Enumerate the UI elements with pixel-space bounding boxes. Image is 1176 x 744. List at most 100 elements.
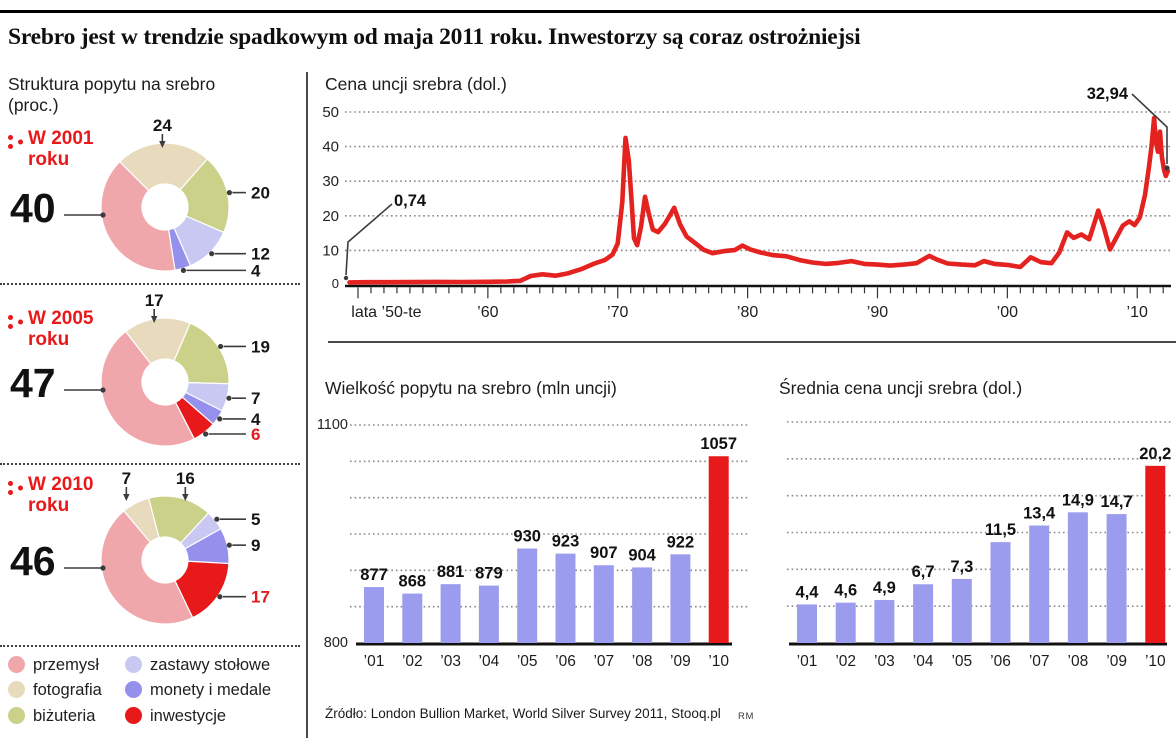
donut-value-label: 6 [251, 425, 260, 444]
bar-category-label: ’01 [797, 653, 818, 670]
donut-value-label: 20 [251, 184, 270, 203]
bar-value-label: 868 [399, 573, 427, 591]
svg-text:1100: 1100 [317, 417, 348, 433]
donut-big-value: 40 [10, 185, 56, 231]
svg-text:30: 30 [322, 173, 339, 190]
red-dots-icon [8, 481, 13, 486]
donut-value-label: 7 [122, 469, 131, 488]
horizontal-divider [328, 341, 1176, 343]
arrowhead-icon [123, 494, 130, 501]
bar-value-label: 881 [437, 563, 465, 581]
bar-value-label: 4,9 [873, 579, 896, 597]
leader-dot [203, 431, 209, 437]
leader-dot [100, 387, 106, 393]
donut-chart-2010: 7 16 5 9 17 46 [10, 469, 270, 625]
period-label-2010: W 2010 roku [6, 474, 93, 517]
heading-line-2: (proc.) [8, 95, 59, 116]
arrowhead-icon [159, 141, 166, 148]
leader-dot [214, 516, 220, 522]
leader-dot [226, 395, 232, 401]
leader-dot [209, 251, 215, 257]
legend-swatch [8, 707, 25, 724]
bar-’09 [1106, 514, 1127, 643]
bar-value-label: 930 [513, 528, 541, 546]
red-dots-icon [8, 135, 13, 140]
bar-value-label: 904 [628, 546, 656, 564]
bar-category-label: ’10 [1145, 653, 1166, 670]
dotted-divider [0, 283, 300, 285]
bar-value-label: 922 [667, 533, 695, 551]
bar-category-label: ’03 [874, 653, 895, 670]
arrowhead-icon [182, 494, 189, 501]
callout-leader [1131, 93, 1168, 164]
bar-value-label: 4,4 [796, 583, 820, 601]
bar-value-label: 6,7 [912, 563, 935, 581]
donut-big-value: 47 [10, 360, 56, 406]
donut-value-label: 7 [251, 389, 260, 408]
donut-value-label: 9 [251, 536, 260, 555]
svg-text:20: 20 [322, 208, 339, 225]
leader-dot [100, 565, 106, 571]
donut-value-label: 24 [153, 116, 172, 135]
leader-dot [100, 212, 106, 218]
bar-category-label: ’06 [990, 653, 1011, 670]
bar-’10 [1145, 465, 1166, 643]
bar-category-label: ’02 [835, 653, 856, 670]
page-title: Srebro jest w trendzie spadkowym od maja… [8, 24, 861, 50]
bar-category-label: ’10 [708, 653, 729, 670]
leader-dot [217, 416, 223, 422]
bar-category-label: ’09 [670, 653, 691, 670]
source-note: Źródło: London Bullion Market, World Sil… [325, 706, 721, 721]
bar-category-label: ’04 [913, 653, 934, 670]
callout-start-label: 0,74 [394, 192, 427, 210]
svg-text:’70: ’70 [607, 304, 628, 321]
legend-swatch [125, 681, 142, 698]
bar-category-label: ’07 [593, 653, 614, 670]
leader-dot [226, 190, 233, 196]
bar-’08 [1067, 512, 1088, 643]
bar-value-label: 923 [552, 533, 580, 551]
heading-line-1: Struktura popytu na srebro [8, 74, 216, 94]
leader-dot [218, 343, 224, 350]
bar-’05 [951, 578, 972, 643]
callout-leader [345, 203, 393, 276]
dotted-divider [0, 645, 300, 647]
bar-value-label: 877 [360, 566, 388, 584]
svg-text:50: 50 [322, 104, 339, 121]
callout-dot [1164, 165, 1170, 171]
callout-end-label: 32,94 [1087, 85, 1129, 103]
bar-value-label: 20,2 [1139, 445, 1171, 463]
bar-’06 [990, 542, 1011, 643]
donut-value-label: 5 [251, 510, 260, 529]
donut-value-label: 12 [251, 245, 270, 264]
svg-text:40: 40 [322, 139, 339, 156]
arrowhead-icon [150, 316, 158, 323]
bar-category-label: ’09 [1106, 653, 1127, 670]
line-chart-title: Cena uncji srebra (dol.) [325, 74, 507, 94]
donut-value-label: 4 [251, 410, 261, 429]
donut-value-label: 19 [251, 337, 270, 356]
bar-value-label: 1057 [700, 435, 737, 453]
bar-value-label: 7,3 [950, 558, 973, 576]
bar-category-label: ’05 [517, 653, 538, 670]
bar-’02 [835, 602, 856, 643]
bar-category-label: ’05 [951, 653, 972, 670]
bar-value-label: 14,7 [1101, 493, 1133, 511]
bar-’03 [440, 584, 461, 643]
bar-category-label: ’07 [1029, 653, 1050, 670]
callout-dot [343, 275, 349, 281]
legend-swatch [125, 707, 142, 724]
bar-category-label: ’08 [1068, 653, 1089, 670]
bar-’03 [874, 600, 895, 643]
price-series-line [347, 115, 1171, 285]
bar-value-label: 4,6 [834, 582, 857, 600]
donut-segment-przemysl [100, 160, 176, 272]
bar-category-label: ’01 [364, 653, 385, 670]
bar-category-label: ’08 [632, 653, 653, 670]
credit-initials: RM [738, 711, 754, 722]
svg-text:0: 0 [332, 276, 339, 291]
bar-’01 [797, 604, 817, 643]
leader-dot [217, 594, 223, 600]
donut-segment-bizuteria [173, 322, 230, 385]
